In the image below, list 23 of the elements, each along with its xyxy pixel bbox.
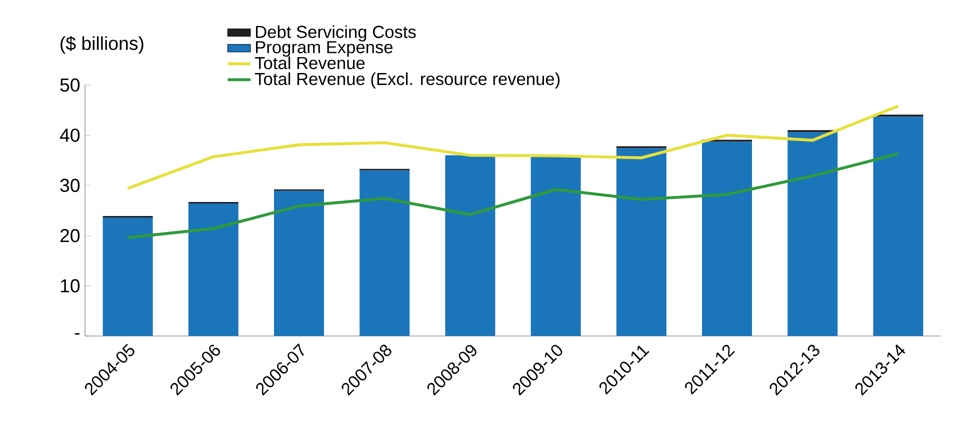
y-tick-label: 10: [60, 279, 80, 292]
bar: [188, 203, 238, 336]
line-series: [126, 104, 900, 190]
y-tick-label: 50: [60, 78, 80, 92]
y-tick-label: 20: [60, 228, 80, 242]
legend-label: Debt Servicing Costs: [256, 25, 416, 42]
bar: [530, 156, 581, 336]
bar: [616, 148, 666, 336]
bar: [702, 142, 752, 336]
bar: [445, 155, 496, 336]
bar: [274, 190, 324, 336]
y-tick-label: 30: [60, 178, 80, 192]
legend-label: Total Revenue (Excl. resource revenue): [254, 72, 560, 89]
bar: [788, 132, 838, 336]
y-tick-label: -: [74, 333, 80, 335]
bar: [360, 170, 410, 336]
y-axis-title: ($ billions): [60, 36, 144, 54]
line-series: [126, 152, 900, 240]
y-tick-label: 40: [60, 128, 80, 142]
legend-label: Program Expense: [256, 41, 393, 57]
bar: [102, 218, 153, 336]
bar: [873, 116, 924, 336]
legend-label: Total Revenue: [254, 56, 365, 70]
